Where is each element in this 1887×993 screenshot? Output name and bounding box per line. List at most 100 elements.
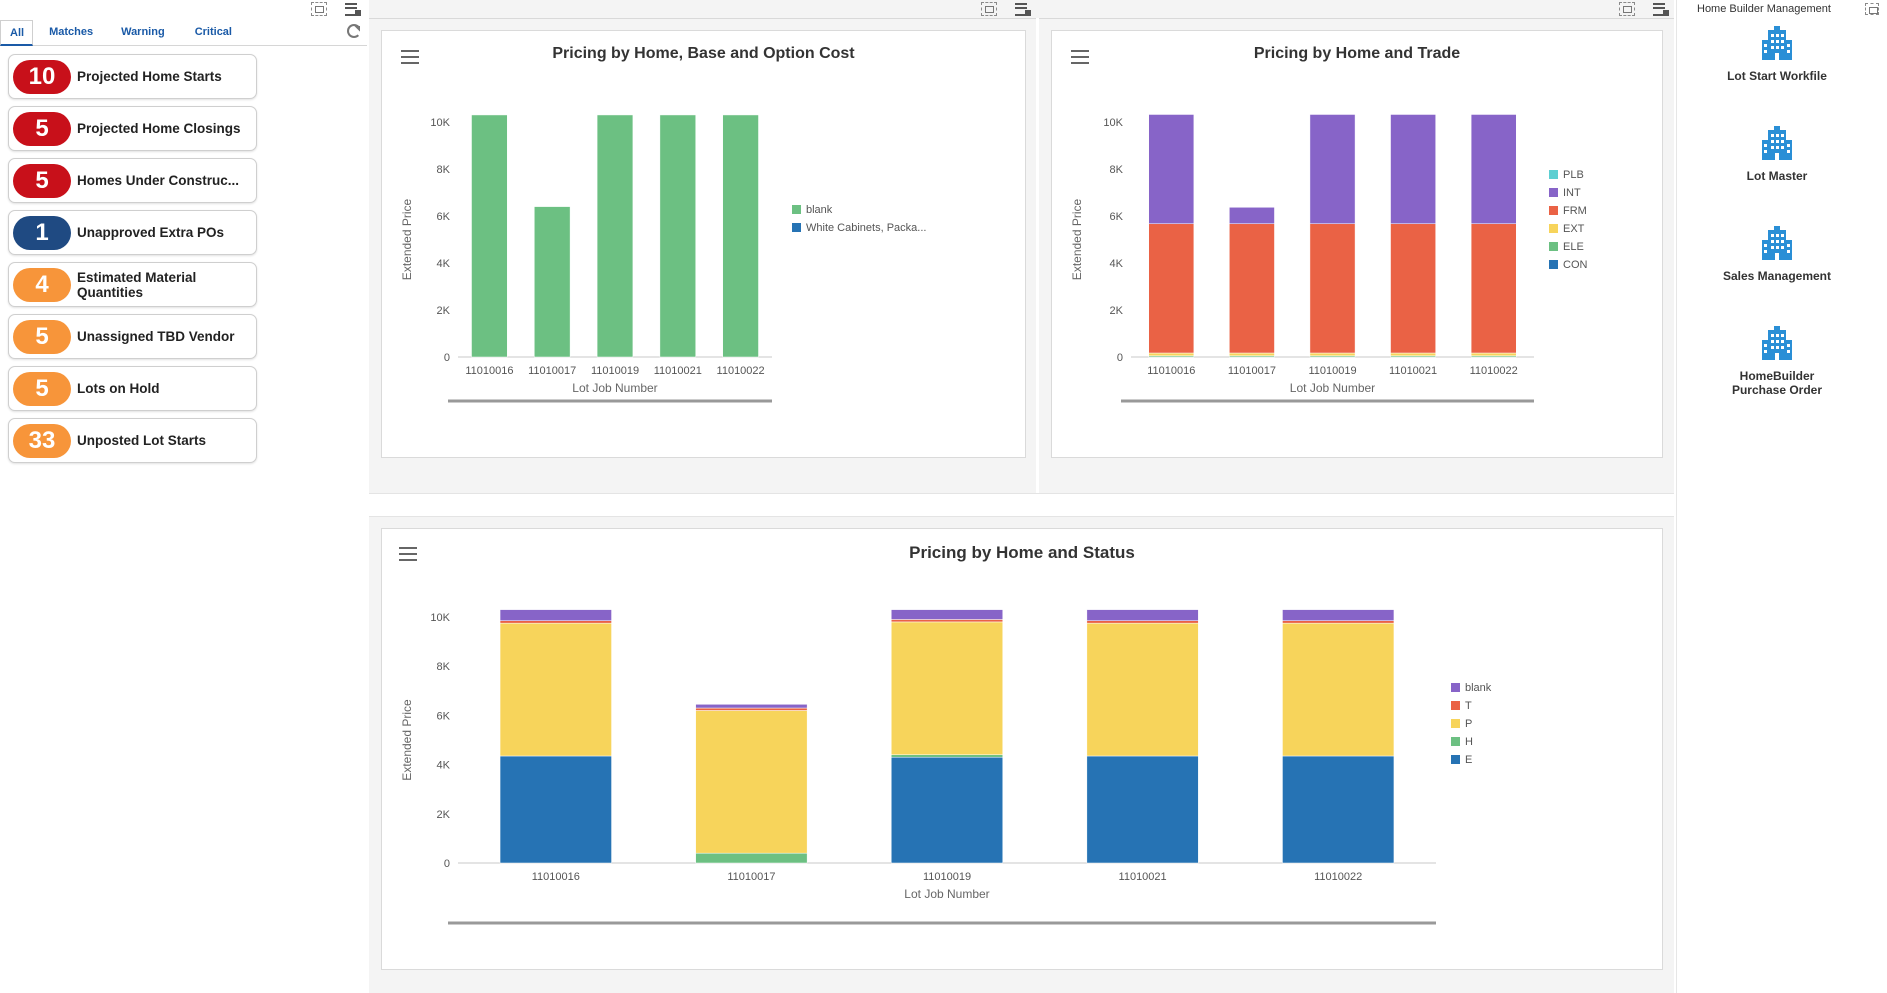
bar-segment[interactable] [1470,223,1517,354]
bar-segment[interactable] [891,756,1003,864]
launch-label: Lot Start Workfile [1727,69,1827,83]
bar-segment[interactable] [1086,609,1199,621]
x-tick-label: 11010017 [1228,365,1276,377]
bar-segment[interactable] [1282,620,1395,624]
bar-segment[interactable] [1470,114,1517,225]
watchlist-item[interactable]: 5 Projected Home Closings [8,106,257,151]
launch-sales-management[interactable]: Sales Management [1677,226,1877,283]
bar-segment[interactable] [695,710,808,854]
restore-icon[interactable] [981,2,997,16]
y-tick-label: 8K [1110,164,1124,176]
legend-label[interactable]: blank [806,204,833,216]
legend-label[interactable]: H [1465,736,1473,748]
launch-lot-start-workfile[interactable]: Lot Start Workfile [1677,26,1877,83]
panel-menu-icon[interactable] [1015,2,1031,16]
bar-segment[interactable] [471,114,508,358]
watchlist-item-label: Estimated Material Quantities [77,269,197,300]
bar-segment[interactable] [1229,223,1275,354]
bar-segment[interactable] [1470,352,1517,357]
watchlist-item[interactable]: 5 Homes Under Construc... [8,158,257,203]
tab-warning[interactable]: Warning [121,26,165,38]
legend-label[interactable]: ELE [1563,241,1584,253]
bar-segment[interactable] [891,621,1003,756]
bar-segment[interactable] [1390,114,1436,225]
tab-all[interactable]: All [0,20,34,46]
bar-segment[interactable] [891,619,1003,623]
watchlist-item[interactable]: 33 Unposted Lot Starts [8,418,257,463]
legend-label[interactable]: E [1465,754,1472,766]
legend-label[interactable]: PLB [1563,169,1584,181]
bar-segment[interactable] [1086,755,1199,864]
bar-segment[interactable] [1282,755,1395,864]
bar-segment[interactable] [891,609,1003,620]
bar-segment[interactable] [1086,622,1199,757]
watchlist-panel: All Matches Warning Critical 10 Projecte… [0,0,367,993]
watchlist-item[interactable]: 5 Lots on Hold [8,366,257,411]
bar-segment[interactable] [1309,352,1356,357]
bar-segment[interactable] [1309,223,1356,354]
watchlist-item-label: Unposted Lot Starts [77,433,207,448]
legend-label[interactable]: White Cabinets, Packa... [806,222,926,234]
bar-segment[interactable] [891,754,1003,758]
legend-label[interactable]: EXT [1563,223,1585,235]
x-tick-label: 11010016 [465,365,513,377]
bar-segment[interactable] [499,622,612,757]
legend-label[interactable]: P [1465,718,1472,730]
bar-segment[interactable] [1148,223,1195,354]
legend-label[interactable]: blank [1465,682,1492,694]
launch-homebuilder-purchase-order[interactable]: HomeBuilder Purchase Order [1677,326,1877,397]
bar-segment[interactable] [1148,352,1195,357]
panel-menu-icon[interactable] [1653,2,1669,16]
bar-segment[interactable] [1390,352,1436,357]
refresh-icon[interactable] [347,24,361,38]
bar-segment[interactable] [499,755,612,864]
legend-swatch [1549,242,1558,251]
bar-segment[interactable] [1282,609,1395,621]
legend-swatch [1549,260,1558,269]
bar-segment[interactable] [1229,352,1275,357]
bar-segment[interactable] [596,114,634,358]
chart-title: Pricing by Home and Trade [1253,45,1461,62]
bar-segment[interactable] [695,704,808,709]
building-icon [1762,226,1792,260]
watchlist-item-label: Projected Home Closings [77,121,241,136]
bar-segment[interactable] [695,707,808,711]
tab-critical[interactable]: Critical [194,26,232,38]
watchlist-item[interactable]: 4 Estimated Material Quantities [8,262,257,307]
bar-segment[interactable] [722,114,759,358]
bar-segment[interactable] [499,620,612,624]
restore-icon[interactable] [1865,3,1879,15]
legend-swatch [1451,701,1460,710]
bar-segment[interactable] [534,206,571,358]
chart-menu-icon[interactable] [399,547,417,561]
bar-segment[interactable] [1309,114,1356,225]
launch-lot-master[interactable]: Lot Master [1677,126,1877,183]
chart-menu-icon[interactable] [1071,50,1089,64]
count-badge: 5 [13,111,71,146]
x-axis-title: Lot Job Number [1290,381,1375,395]
watchlist-item[interactable]: 10 Projected Home Starts [8,54,257,99]
bar-segment[interactable] [659,114,696,358]
watchlist-item[interactable]: 1 Unapproved Extra POs [8,210,257,255]
chart-menu-icon[interactable] [401,50,419,64]
watchlist-item[interactable]: 5 Unassigned TBD Vendor [8,314,257,359]
bar-segment[interactable] [1229,207,1275,225]
legend-label[interactable]: T [1465,700,1472,712]
panel-menu-icon[interactable] [345,2,361,16]
bar-segment[interactable] [1086,620,1199,624]
count-badge: 33 [13,423,71,458]
restore-icon[interactable] [311,2,327,16]
chart-card-base-option: Pricing by Home, Base and Option Cost 0 2… [381,30,1026,458]
bar-segment[interactable] [695,852,808,864]
bar-segment[interactable] [1148,114,1195,225]
y-tick-label: 8K [437,661,451,673]
legend-label[interactable]: CON [1563,259,1588,271]
bar-segment[interactable] [499,609,612,621]
restore-icon[interactable] [1619,2,1635,16]
bar-segment[interactable] [1282,622,1395,757]
bar-segment[interactable] [1390,223,1436,354]
tab-matches[interactable]: Matches [49,26,94,38]
legend-label[interactable]: INT [1563,187,1581,199]
legend-label[interactable]: FRM [1563,205,1587,217]
y-axis-title: Extended Price [400,198,414,280]
